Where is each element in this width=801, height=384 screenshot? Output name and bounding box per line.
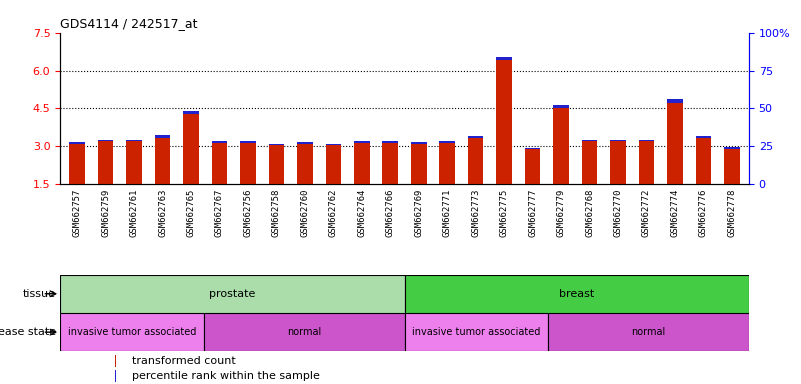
Bar — [525, 149, 541, 184]
Bar — [411, 144, 427, 184]
Text: percentile rank within the sample: percentile rank within the sample — [132, 371, 320, 381]
Text: transformed count: transformed count — [132, 356, 236, 366]
Bar — [70, 142, 85, 144]
Text: GSM662775: GSM662775 — [500, 189, 509, 237]
Bar — [354, 142, 369, 184]
Bar — [724, 149, 739, 184]
Bar — [155, 135, 171, 137]
Text: GSM662779: GSM662779 — [557, 189, 566, 237]
Bar — [325, 144, 341, 145]
Bar — [354, 141, 369, 142]
Bar — [638, 139, 654, 141]
Bar — [638, 141, 654, 184]
Bar — [468, 136, 484, 137]
Bar — [582, 141, 598, 184]
Text: GSM662765: GSM662765 — [187, 189, 195, 237]
Text: invasive tumor associated: invasive tumor associated — [67, 327, 196, 337]
Text: GSM662771: GSM662771 — [443, 189, 452, 237]
Text: GSM662763: GSM662763 — [158, 189, 167, 237]
Text: invasive tumor associated: invasive tumor associated — [412, 327, 541, 337]
Text: GSM662768: GSM662768 — [585, 189, 594, 237]
Bar — [60, 313, 203, 351]
Bar — [297, 144, 312, 184]
Bar — [70, 144, 85, 184]
Text: tissue: tissue — [23, 289, 56, 299]
Text: GSM662756: GSM662756 — [244, 189, 252, 237]
Bar — [548, 313, 749, 351]
Bar — [127, 141, 142, 184]
Text: GSM662773: GSM662773 — [471, 189, 480, 237]
Text: prostate: prostate — [209, 289, 256, 299]
Text: normal: normal — [287, 327, 321, 337]
Bar — [211, 142, 227, 184]
Bar — [60, 275, 405, 313]
Bar — [98, 140, 114, 141]
Bar — [382, 141, 398, 142]
Bar — [695, 136, 711, 137]
Bar — [211, 141, 227, 142]
Bar — [382, 142, 398, 184]
Text: GSM662759: GSM662759 — [101, 189, 110, 237]
Bar — [440, 142, 455, 184]
Text: GSM662769: GSM662769 — [414, 189, 423, 237]
Bar — [183, 114, 199, 184]
Bar — [155, 137, 171, 184]
Text: GSM662777: GSM662777 — [528, 189, 537, 237]
Text: GSM662761: GSM662761 — [130, 189, 139, 237]
Bar — [98, 141, 114, 184]
Bar — [405, 313, 548, 351]
Text: GSM662778: GSM662778 — [727, 189, 736, 237]
Bar — [115, 355, 116, 367]
Bar — [667, 103, 682, 184]
Text: GSM662758: GSM662758 — [272, 189, 281, 237]
Text: GSM662774: GSM662774 — [670, 189, 679, 237]
Text: GSM662766: GSM662766 — [386, 189, 395, 237]
Text: normal: normal — [631, 327, 666, 337]
Text: GSM662776: GSM662776 — [699, 189, 708, 237]
Bar — [468, 137, 484, 184]
Text: breast: breast — [559, 289, 594, 299]
Bar — [582, 140, 598, 141]
Bar — [203, 313, 405, 351]
Bar — [610, 141, 626, 184]
Bar — [440, 141, 455, 142]
Text: GSM662762: GSM662762 — [329, 189, 338, 237]
Bar — [667, 99, 682, 103]
Bar — [127, 139, 142, 141]
Bar — [240, 141, 256, 142]
Text: GSM662770: GSM662770 — [614, 189, 622, 237]
Bar — [525, 148, 541, 149]
Text: GSM662757: GSM662757 — [73, 189, 82, 237]
Bar — [297, 142, 312, 144]
Text: GSM662767: GSM662767 — [215, 189, 224, 237]
Text: GSM662772: GSM662772 — [642, 189, 651, 237]
Bar — [411, 142, 427, 144]
Bar — [183, 111, 199, 114]
Text: disease state: disease state — [0, 327, 56, 337]
Text: GSM662760: GSM662760 — [300, 189, 309, 237]
Bar — [497, 60, 512, 184]
Bar — [268, 144, 284, 145]
Bar — [610, 140, 626, 141]
Bar — [268, 145, 284, 184]
Bar — [553, 105, 569, 109]
Bar — [115, 370, 116, 382]
Text: GDS4114 / 242517_at: GDS4114 / 242517_at — [60, 17, 198, 30]
Bar — [405, 275, 749, 313]
Bar — [553, 109, 569, 184]
Bar — [497, 58, 512, 60]
Bar — [724, 147, 739, 149]
Text: GSM662764: GSM662764 — [357, 189, 366, 237]
Bar — [325, 145, 341, 184]
Bar — [240, 142, 256, 184]
Bar — [695, 137, 711, 184]
